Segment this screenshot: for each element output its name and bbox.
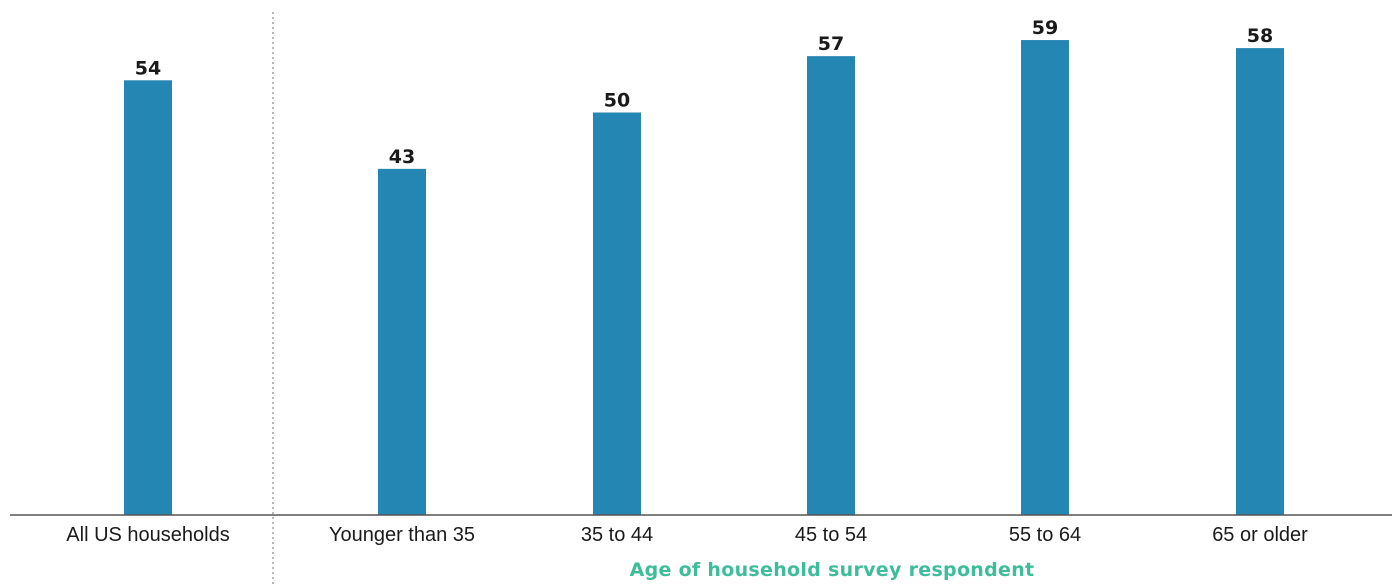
- bar-younger-than-35: [378, 168, 426, 515]
- category-label-55-to-64: 55 to 64: [1009, 524, 1081, 546]
- bar-45-to-54: [807, 56, 855, 516]
- category-labels-group: All US households Younger than 35 35 to 44…: [66, 524, 1308, 546]
- value-label-35-to-44: 50: [604, 90, 630, 112]
- bars-group: [124, 40, 1284, 516]
- value-label-45-to-54: 57: [818, 33, 844, 55]
- category-label-younger-than-35: Younger than 35: [329, 524, 475, 546]
- bar-55-to-64: [1021, 40, 1069, 516]
- category-label-45-to-54: 45 to 54: [795, 524, 867, 546]
- category-label-35-to-44: 35 to 44: [581, 524, 653, 546]
- value-label-all-us-households: 54: [135, 57, 161, 79]
- bar-35-to-44: [593, 112, 641, 515]
- bar-65-or-older: [1236, 48, 1284, 515]
- bar-all-us-households: [124, 80, 172, 516]
- value-labels-group: 54 43 50 57 59 58: [135, 17, 1273, 168]
- category-label-all-us-households: All US households: [66, 524, 229, 546]
- value-label-55-to-64: 59: [1032, 17, 1058, 39]
- x-axis-title: Age of household survey respondent: [630, 559, 1035, 581]
- category-label-65-or-older: 65 or older: [1212, 524, 1308, 546]
- value-label-younger-than-35: 43: [389, 146, 415, 168]
- value-label-65-or-older: 58: [1247, 25, 1273, 47]
